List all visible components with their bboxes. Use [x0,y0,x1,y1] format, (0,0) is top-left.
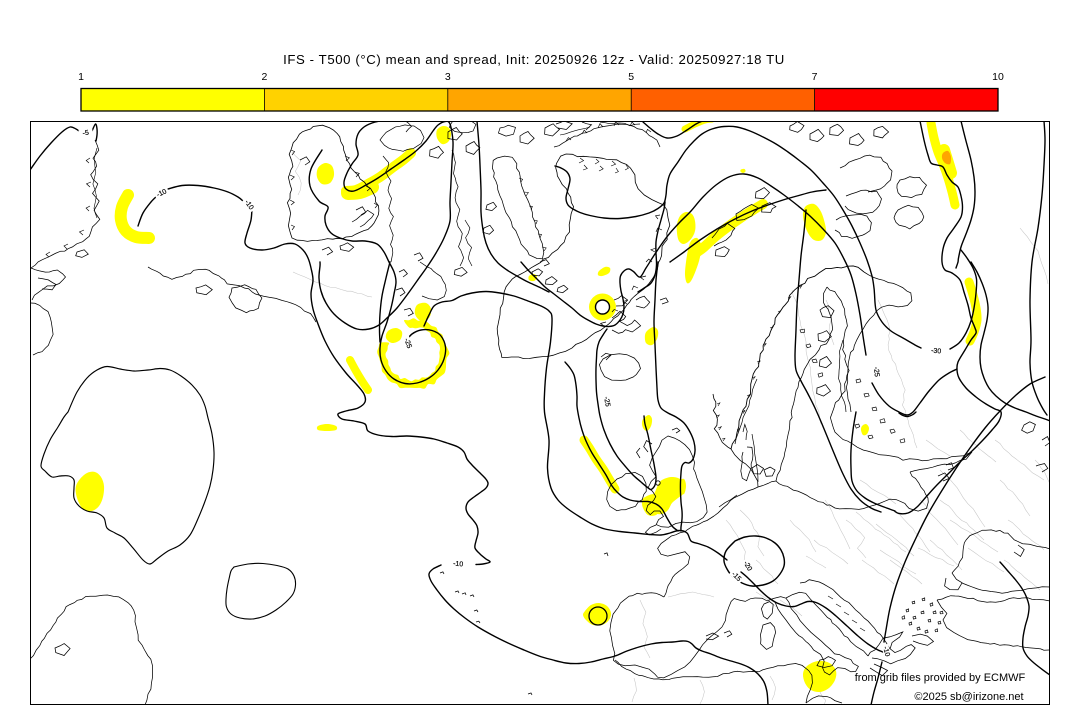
svg-text:-20: -20 [742,560,753,572]
svg-text:-25: -25 [402,338,412,350]
svg-text:-25: -25 [872,367,880,378]
svg-text:-25: -25 [602,396,611,407]
svg-text:-10: -10 [453,561,464,569]
svg-text:-5: -5 [82,130,89,138]
svg-text:IFS - T500 (°C) mean and sprea: IFS - T500 (°C) mean and spread, Init: 2… [283,52,785,67]
svg-text:©2025 sb@irizone.net: ©2025 sb@irizone.net [914,691,1023,703]
svg-text:from grib files provided by EC: from grib files provided by ECMWF [855,672,1026,684]
svg-text:-10: -10 [243,199,255,211]
svg-text:10: 10 [992,71,1004,83]
svg-text:-30: -30 [931,348,942,356]
svg-text:1: 1 [78,71,84,83]
svg-text:5: 5 [628,71,634,83]
svg-text:-10: -10 [156,188,168,199]
svg-text:2: 2 [261,71,267,83]
svg-text:3: 3 [445,71,451,83]
svg-text:7: 7 [812,71,818,83]
svg-text:-10: -10 [881,646,890,658]
